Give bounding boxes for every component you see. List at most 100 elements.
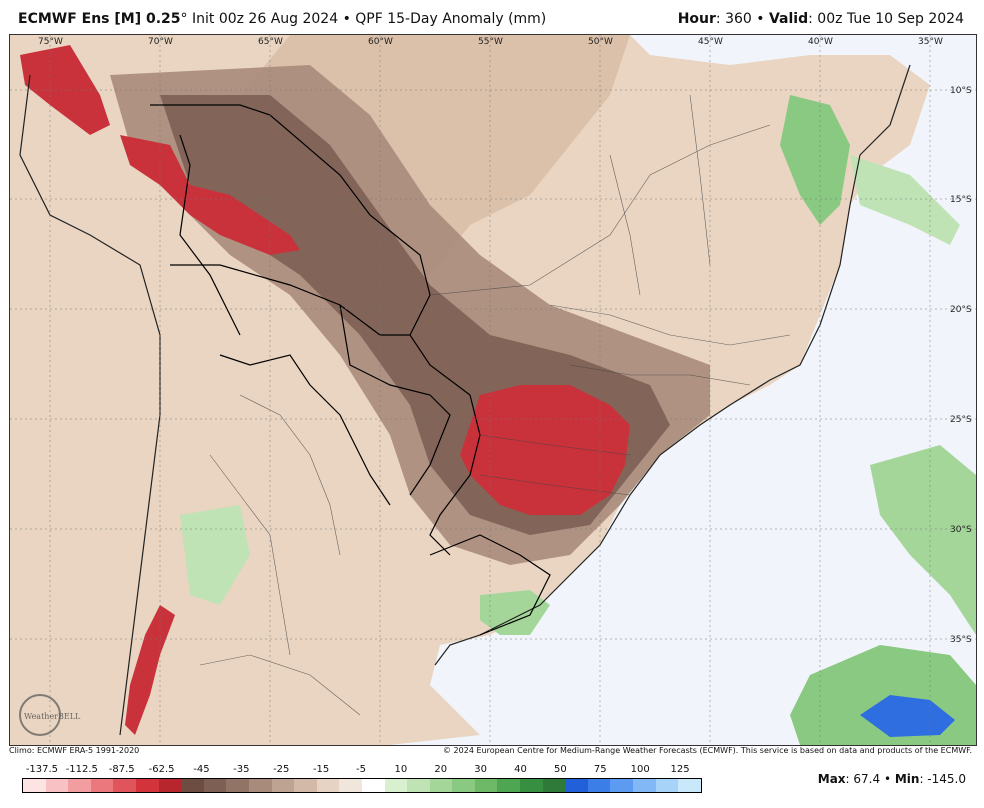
coastline-east [434, 64, 911, 666]
map-panel: 75°W 70°W 65°W 60°W 55°W 50°W 45°W 40°W … [9, 34, 977, 746]
weatherbell-logo: WeatherBELL [19, 694, 81, 736]
colorbar-tick-label: 40 [514, 764, 527, 775]
lon-label: 40°W [808, 37, 833, 47]
copyright-notice: © 2024 European Centre for Medium-Range … [443, 746, 972, 755]
latitude-labels: 10°S 15°S 20°S 25°S 30°S 35°S [950, 86, 972, 645]
colorbar-swatch [248, 779, 272, 792]
colorbar-tick-label: 50 [554, 764, 567, 775]
lon-label: 50°W [588, 37, 613, 47]
min-label: Min [894, 772, 920, 786]
lon-label: 60°W [368, 37, 393, 47]
blue-anomaly-southeast [860, 695, 955, 737]
map-title: ECMWF Ens [M] 0.25° Init 00z 26 Aug 2024… [18, 11, 546, 27]
maxmin-bullet: • [883, 772, 892, 786]
colorbar-swatch [678, 779, 701, 792]
valid-value: : 00z Tue 10 Sep 2024 [808, 11, 964, 27]
valid-bullet: • [756, 11, 765, 27]
lat-label: 20°S [950, 305, 972, 315]
init-time: Init 00z 26 Aug 2024 [191, 11, 339, 27]
logo-text: WeatherBELL [24, 712, 81, 721]
colorbar-tick-label: -25 [273, 764, 290, 775]
colorbar-tick-label: 125 [670, 764, 690, 775]
colorbar-swatch [474, 779, 498, 792]
lon-label: 75°W [38, 37, 63, 47]
colorbar-swatch [407, 779, 430, 792]
colorbar-tick-label: -112.5 [65, 764, 98, 775]
colorbar-swatch [587, 779, 611, 792]
max-label: Max [817, 772, 846, 786]
lat-label: 10°S [950, 86, 972, 96]
colorbar-swatch [542, 779, 566, 792]
colorbar-swatch [316, 779, 340, 792]
colorbar-swatch [452, 779, 475, 792]
colorbar [22, 778, 702, 793]
colorbar-swatch [181, 779, 204, 792]
colorbar-swatch [135, 779, 159, 792]
product-name: QPF 15-Day Anomaly (mm) [355, 11, 547, 27]
colorbar-tick-label: 10 [394, 764, 408, 775]
lon-label: 65°W [258, 37, 283, 47]
colorbar-tick-label: 75 [593, 764, 607, 775]
red-anomaly-chile [125, 605, 175, 735]
red-anomaly-south-brazil [460, 385, 630, 515]
colorbar-swatch [90, 779, 114, 792]
colorbar-swatch [45, 779, 69, 792]
min-value: : -145.0 [919, 772, 966, 786]
lat-label: 30°S [950, 525, 972, 535]
colorbar-swatch [226, 779, 249, 792]
colorbar-swatch [520, 779, 543, 792]
green-anomaly-atlantic-north [850, 155, 960, 245]
hour-label: Hour [677, 11, 716, 27]
colorbar-swatch [113, 779, 136, 792]
colorbar-swatch [158, 779, 182, 792]
colorbar-tick-label: 100 [630, 764, 650, 775]
state-borders [199, 94, 791, 716]
climo-credit: Climo: ECMWF ERA-5 1991-2020 [9, 746, 140, 755]
colorbar-swatch [429, 779, 453, 792]
colorbar-swatch [203, 779, 227, 792]
green-anomaly-argentina [180, 505, 250, 605]
graticule [10, 35, 976, 745]
lat-label: 15°S [950, 195, 972, 205]
country-borders [150, 104, 551, 636]
lat-label: 35°S [950, 635, 972, 645]
hour-value: : 360 [715, 11, 752, 27]
colorbar-swatch [23, 779, 46, 792]
green-anomaly-bahia [780, 95, 850, 225]
colorbar-swatch [271, 779, 295, 792]
degree-symbol: ° [180, 11, 188, 27]
anomaly-map: 75°W 70°W 65°W 60°W 55°W 50°W 45°W 40°W … [10, 35, 976, 745]
colorbar-swatch [655, 779, 679, 792]
lat-label: 25°S [950, 415, 972, 425]
longitude-labels: 75°W 70°W 65°W 60°W 55°W 50°W 45°W 40°W … [38, 37, 943, 47]
colorbar-swatch [294, 779, 317, 792]
model-name: ECMWF Ens [M] 0.25 [18, 11, 181, 27]
colorbar-tick-label: -45 [193, 764, 210, 775]
lon-label: 35°W [918, 37, 943, 47]
colorbar-swatch [68, 779, 91, 792]
colorbar-tick-label: 30 [474, 764, 488, 775]
header: ECMWF Ens [M] 0.25° Init 00z 26 Aug 2024… [0, 0, 984, 34]
colorbar-tick-label: -137.5 [25, 764, 59, 775]
colorbar-tick-label: -5 [356, 764, 366, 775]
red-anomaly-bolivia [120, 135, 300, 255]
colorbar-tick-label: 20 [434, 764, 448, 775]
title-bullet: • [342, 11, 351, 27]
colorbar-swatch [565, 779, 588, 792]
green-anomaly-uruguay [480, 590, 550, 635]
colorbar-tick-label: -62.5 [148, 764, 175, 775]
valid-info: Hour: 360 • Valid: 00z Tue 10 Sep 2024 [678, 11, 964, 27]
colorbar-swatch [384, 779, 408, 792]
colorbar-tick-label: -87.5 [108, 764, 135, 775]
valid-label: Valid [768, 11, 809, 27]
max-min-readout: Max: 67.4 • Min: -145.0 [818, 772, 966, 786]
lon-label: 45°W [698, 37, 723, 47]
green-anomaly-atlantic-south [870, 445, 976, 635]
colorbar-swatch [610, 779, 634, 792]
colorbar-tick-label: -35 [233, 764, 250, 775]
colorbar-tick-label: -15 [312, 764, 330, 775]
colorbar-swatch [339, 779, 362, 792]
max-value: : 67.4 [845, 772, 881, 786]
lon-label: 70°W [148, 37, 173, 47]
lon-label: 55°W [478, 37, 503, 47]
